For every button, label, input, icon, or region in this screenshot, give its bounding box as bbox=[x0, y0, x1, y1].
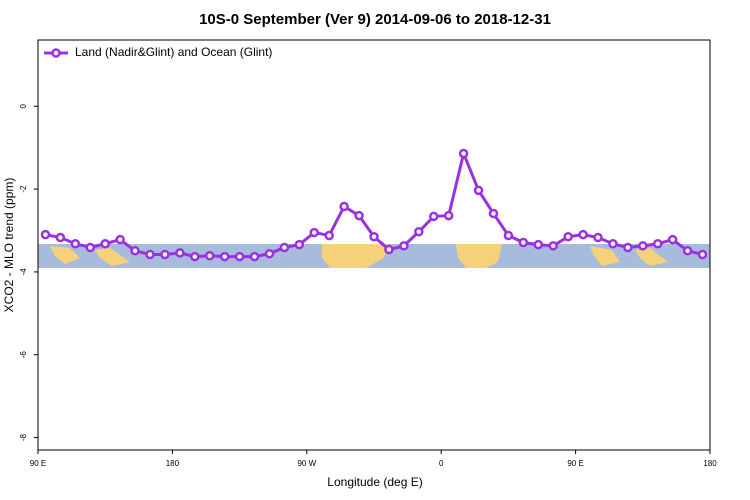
data-point bbox=[399, 241, 409, 251]
x-axis-label: Longitude (deg E) bbox=[327, 475, 422, 489]
x-tick-label: 90 E bbox=[567, 459, 583, 468]
map-strip bbox=[38, 244, 710, 268]
data-point bbox=[593, 232, 603, 243]
land bbox=[590, 246, 668, 266]
x-tick-label: 180 bbox=[703, 459, 717, 468]
data-point bbox=[414, 226, 424, 237]
data-point bbox=[100, 239, 110, 249]
data-point bbox=[294, 239, 305, 250]
data-point bbox=[145, 249, 155, 260]
data-point bbox=[130, 246, 140, 256]
y-tick-label: -2 bbox=[19, 185, 28, 193]
data-point bbox=[473, 185, 484, 196]
x-tick-label: 90 W bbox=[297, 459, 316, 468]
data-point bbox=[608, 239, 618, 249]
legend-label: Land (Nadir&Glint) and Ocean (Glint) bbox=[75, 45, 272, 59]
data-point bbox=[667, 234, 678, 245]
land bbox=[50, 246, 130, 266]
data-point bbox=[503, 230, 514, 241]
data-point bbox=[324, 230, 334, 241]
data-point bbox=[533, 239, 544, 250]
data-point bbox=[85, 242, 96, 253]
data-point bbox=[354, 210, 364, 221]
data-point bbox=[115, 234, 125, 245]
data-point bbox=[160, 249, 170, 260]
land bbox=[456, 244, 502, 268]
data-point bbox=[443, 210, 454, 221]
data-point bbox=[458, 148, 469, 159]
chart-title: 10S-0 September (Ver 9) 2014-09-06 to 20… bbox=[199, 11, 551, 28]
data-point bbox=[219, 251, 230, 262]
x-tick-label: 0 bbox=[439, 459, 444, 468]
y-tick-label: -4 bbox=[19, 268, 28, 276]
data-point bbox=[697, 249, 708, 260]
data-point bbox=[190, 251, 200, 262]
data-point bbox=[279, 242, 290, 253]
y-axis-label: XCO2 - MLO trend (ppm) bbox=[2, 178, 16, 313]
data-point bbox=[40, 229, 51, 240]
data-point bbox=[488, 208, 499, 219]
data-point bbox=[55, 232, 66, 243]
data-point bbox=[563, 231, 573, 242]
legend-marker bbox=[51, 48, 61, 58]
data-point bbox=[249, 251, 260, 262]
plot-frame bbox=[37, 39, 711, 451]
data-point bbox=[428, 211, 439, 222]
x-tick-label: 180 bbox=[166, 459, 180, 468]
data-point bbox=[339, 201, 349, 212]
data-point bbox=[384, 244, 394, 255]
data-point bbox=[70, 239, 81, 249]
y-tick-label: 0 bbox=[19, 103, 28, 108]
x-tick-label: 90 E bbox=[30, 459, 46, 468]
land bbox=[322, 244, 388, 268]
data-point bbox=[175, 248, 185, 258]
data-point bbox=[264, 248, 275, 259]
data-point bbox=[548, 241, 558, 251]
y-tick-label: -6 bbox=[19, 351, 28, 359]
data-point bbox=[518, 237, 529, 248]
y-tick-label: -8 bbox=[19, 433, 28, 441]
data-point bbox=[369, 231, 379, 242]
data-point bbox=[234, 251, 245, 262]
data-point bbox=[309, 227, 320, 238]
data-point bbox=[204, 251, 215, 261]
data-point bbox=[638, 241, 648, 251]
data-point bbox=[578, 229, 588, 240]
data-point bbox=[623, 242, 633, 253]
data-point bbox=[682, 246, 693, 256]
data-point bbox=[652, 239, 663, 249]
